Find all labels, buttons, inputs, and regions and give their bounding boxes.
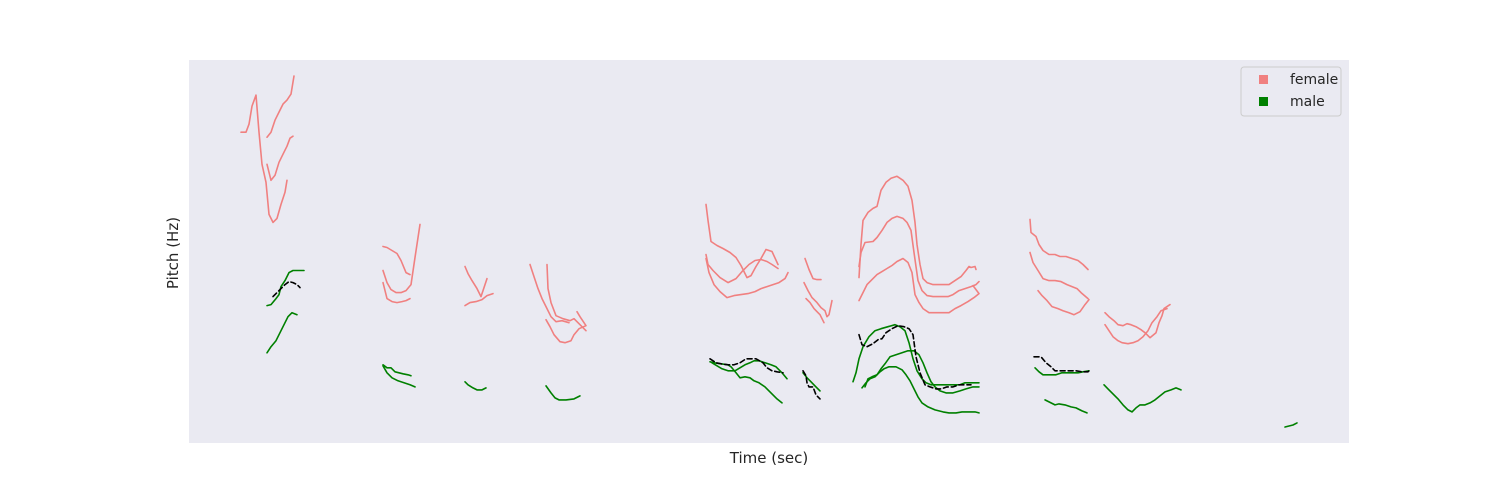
male-pitch-contour-15 xyxy=(1284,422,1298,428)
male-pitch-contour-4 xyxy=(464,380,487,391)
female-pitch-contour-15 xyxy=(803,281,833,318)
male-pitch-contour-3 xyxy=(382,364,416,388)
male-pitch-contour-7 xyxy=(711,359,788,380)
female-pitch-contour-14 xyxy=(804,257,822,281)
x-axis-label: Time (sec) xyxy=(729,449,808,467)
male-pitch-contour-13 xyxy=(1044,399,1088,414)
female-pitch-contour-6 xyxy=(464,265,488,298)
reference-pitch-contour-2 xyxy=(802,369,821,400)
female-pitch-contour-22 xyxy=(1037,289,1090,316)
female-pitch-contour-5 xyxy=(382,281,411,304)
reference-pitch-contour-3 xyxy=(858,324,972,390)
male-pitch-contour-8 xyxy=(802,371,821,392)
legend: female male xyxy=(1240,66,1342,117)
male-pitch-contour-14 xyxy=(1103,383,1182,413)
female-pitch-contour-21 xyxy=(1029,251,1089,300)
female-pitch-contour-17 xyxy=(858,175,977,286)
legend-female-label: female xyxy=(1290,72,1338,88)
male-pitch-contour-5 xyxy=(545,385,581,401)
female-pitch-contour-4 xyxy=(382,223,421,294)
female-pitch-contour-12 xyxy=(705,253,779,284)
male-pitch-contour-6 xyxy=(709,360,783,404)
female-pitch-contour-3 xyxy=(382,245,411,276)
female-pitch-contour-11 xyxy=(705,203,779,279)
female-pitch-contour-23 xyxy=(1104,303,1171,339)
male-pitch-contour-9 xyxy=(864,349,980,394)
male-pitch-contour-12 xyxy=(1034,366,1090,376)
female-pitch-contour-24 xyxy=(1104,307,1168,345)
male-pitch-contour-0 xyxy=(266,311,298,354)
legend-female-marker xyxy=(1259,75,1268,84)
y-axis-label: Pitch (Hz) xyxy=(164,217,182,289)
female-pitch-contour-19 xyxy=(858,257,980,314)
reference-pitch-contour-1 xyxy=(709,357,784,374)
legend-male-marker xyxy=(1259,97,1268,106)
plot-area xyxy=(189,60,1349,443)
reference-pitch-contour-4 xyxy=(1033,355,1090,373)
female-pitch-contour-0 xyxy=(240,94,288,224)
female-pitch-contour-13 xyxy=(705,257,789,299)
female-pitch-contour-9 xyxy=(546,263,587,332)
legend-male-label: male xyxy=(1290,94,1325,110)
female-pitch-contour-16 xyxy=(805,297,825,324)
female-pitch-contour-2 xyxy=(266,135,294,182)
female-pitch-contour-1 xyxy=(266,75,295,138)
female-pitch-contour-8 xyxy=(529,263,570,324)
male-pitch-contour-1 xyxy=(266,269,305,307)
female-pitch-contour-10 xyxy=(545,310,587,344)
female-pitch-contour-7 xyxy=(464,292,494,307)
female-pitch-contour-20 xyxy=(1029,218,1089,271)
reference-pitch-contour-0 xyxy=(272,280,301,298)
female-pitch-contour-18 xyxy=(858,215,980,298)
pitch-series-layer xyxy=(240,75,1298,428)
male-pitch-contour-11 xyxy=(861,365,980,414)
male-pitch-contour-2 xyxy=(382,363,412,377)
